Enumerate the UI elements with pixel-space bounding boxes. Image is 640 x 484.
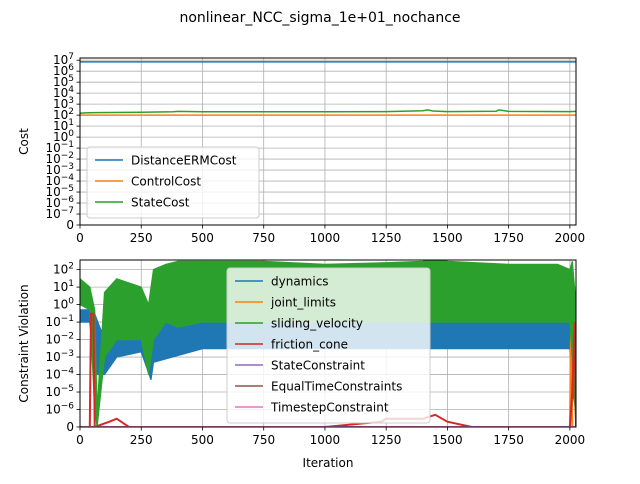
legend: dynamics joint_limits sliding_velocityfric… (226, 267, 431, 424)
series-group (80, 61, 576, 116)
y-tick-label: 102 (53, 107, 74, 122)
legend-label-distanceermcost: DistanceERMCost (131, 154, 237, 168)
x-tick-label: 750 (252, 231, 275, 245)
x-tick-label: 2000 (555, 231, 586, 245)
y-tick-label: 10−6 (45, 195, 74, 210)
legend-label-joint-limits: joint_limits (270, 296, 336, 310)
legend-label-controlcost: ControlCost (131, 175, 201, 189)
legend-label-equaltimeconstraints: EqualTimeConstraints (271, 380, 402, 394)
legend-box (86, 146, 260, 219)
y-tick-label: 10−3 (45, 349, 74, 364)
x-tick-label: 750 (252, 433, 275, 447)
legend-label-friction-cone: friction_cone (271, 338, 348, 352)
y-tick-label: 10−5 (45, 384, 74, 399)
series-statecost (80, 109, 576, 114)
x-tick-label: 2000 (555, 433, 586, 447)
series-sliding-velocity (80, 260, 576, 427)
x-tick-label: 1250 (371, 433, 402, 447)
legend-label-statecost: StateCost (131, 196, 190, 210)
x-tick-label: 250 (130, 231, 153, 245)
legend-box (226, 267, 431, 424)
x-tick-label: 0 (76, 433, 84, 447)
y-tick-label: 10−2 (45, 151, 74, 166)
y-tick-label: 10−5 (45, 184, 74, 199)
y-tick-label: 10−6 (45, 402, 74, 417)
x-tick-label: 1250 (371, 231, 402, 245)
y-tick-label: 105 (53, 74, 74, 89)
x-tick-label: 500 (191, 433, 214, 447)
y-tick-label: 106 (53, 63, 74, 78)
x-tick-label: 1500 (432, 433, 463, 447)
y-tick-label: 10−3 (45, 162, 74, 177)
y-tick-label: 100 (53, 129, 74, 144)
legend-label-sliding-velocity: sliding_velocity (271, 317, 363, 331)
x-tick-label: 1750 (493, 433, 524, 447)
y-tick-label: 100 (53, 297, 74, 312)
y-tick-label: 101 (53, 279, 74, 294)
x-tick-label: 250 (130, 433, 153, 447)
figure-title: nonlinear_NCC_sigma_1e+01_nochance (179, 10, 460, 26)
y-tick-label: 10−4 (45, 173, 74, 188)
y-tick-label: 10−7 (45, 206, 74, 221)
legend: DistanceERMCost ControlCost StateCost (86, 146, 260, 219)
y-tick-label: 10−2 (45, 332, 74, 347)
y-tick-label: 102 (53, 262, 74, 277)
y-axis-label: Cost (17, 128, 31, 155)
x-tick-label: 500 (191, 231, 214, 245)
x-tick-label: 0 (76, 231, 84, 245)
y-tick-label: 0 (66, 420, 74, 434)
y-tick-label: 103 (53, 96, 74, 111)
x-tick-label: 1750 (493, 231, 524, 245)
legend-label-timestepconstraint: TimestepConstraint (270, 401, 389, 415)
y-tick-label: 0 (66, 218, 74, 232)
y-tick-label: 107 (53, 52, 74, 67)
axes-frame (79, 57, 577, 226)
x-tick-label: 1500 (432, 231, 463, 245)
y-tick-label: 10−1 (45, 314, 74, 329)
legend-label-dynamics: dynamics (271, 275, 329, 289)
cost-axes: 0 250 500 750 1000 1250 1500 1750 2000010−710−61… (17, 52, 585, 245)
x-tick-label: 1000 (310, 231, 341, 245)
y-tick-label: 10−1 (45, 140, 74, 155)
y-tick-label: 101 (53, 118, 74, 133)
x-tick-label: 1000 (310, 433, 341, 447)
y-tick-label: 10−4 (45, 367, 74, 382)
legend-label-stateconstraint: StateConstraint (271, 359, 365, 373)
axes-frame (79, 259, 577, 428)
y-axis-label: Constraint Violation (17, 284, 31, 402)
x-axis-label: Iteration (303, 456, 354, 470)
constraint-axes: 0 250 500 750 1000 1250 1500 1750 2000 0 10−6 10−5 1… (17, 259, 586, 470)
y-tick-label: 104 (53, 85, 74, 100)
